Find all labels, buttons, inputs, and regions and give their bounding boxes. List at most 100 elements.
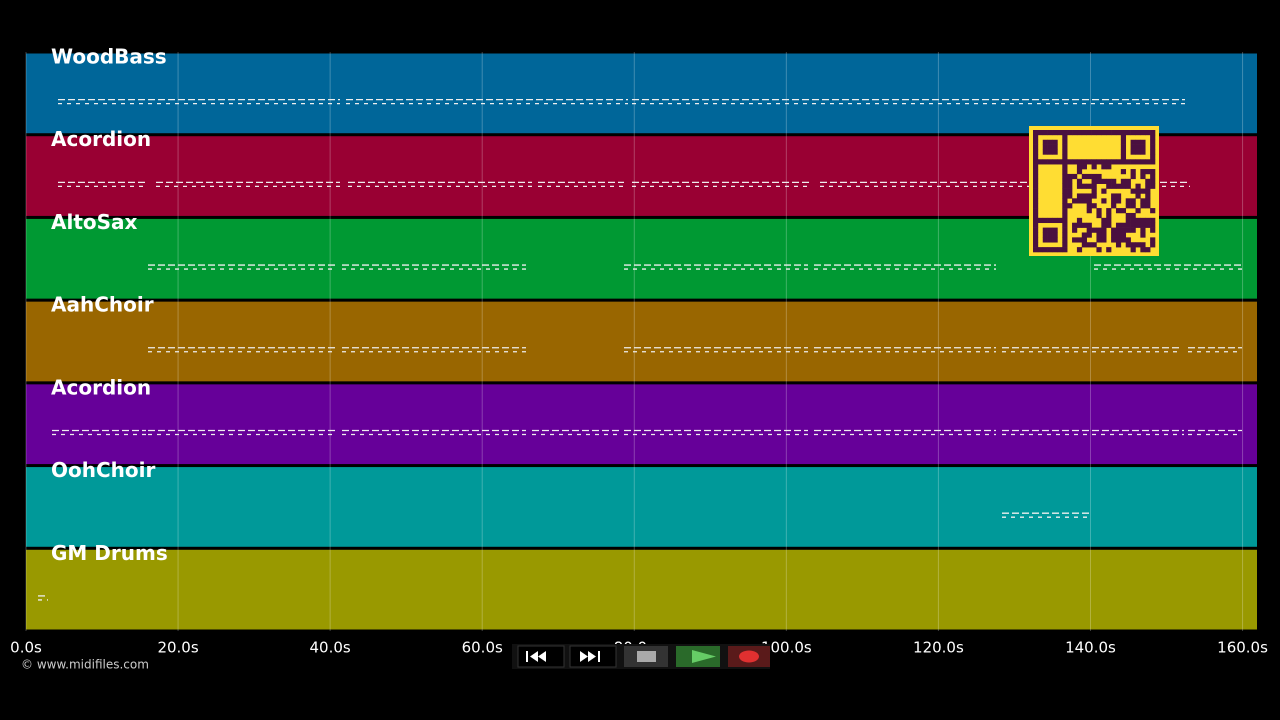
qr-cell (1096, 232, 1102, 238)
qr-cell (1091, 173, 1097, 180)
qr-cell (1052, 237, 1058, 243)
qr-cell (1052, 144, 1058, 150)
rewind-button[interactable] (517, 645, 565, 668)
x-tick-label: 140.0s (1065, 639, 1116, 657)
x-tick-label: 100.0s (761, 639, 812, 657)
qr-cell (1150, 173, 1156, 180)
qr-cell (1042, 130, 1048, 136)
qr-cell (1140, 227, 1146, 233)
stop-button[interactable] (624, 646, 668, 667)
qr-cell (1145, 130, 1151, 136)
qr-cell (1037, 130, 1044, 136)
qr-cell (1052, 247, 1058, 253)
qr-cell (1111, 193, 1117, 199)
qr-cell (1130, 149, 1136, 155)
qr-cell (1125, 198, 1131, 204)
x-tick-label: 160.0s (1217, 639, 1268, 657)
qr-cell (1086, 159, 1092, 165)
qr-cell (1115, 222, 1122, 228)
qr-cell (1072, 198, 1078, 204)
qr-cell (1067, 178, 1073, 184)
qr-cell (1096, 178, 1102, 184)
qr-cell (1062, 242, 1068, 248)
qr-cell (1091, 227, 1097, 233)
qr-cell (1120, 149, 1127, 155)
qr-cell (1062, 178, 1068, 184)
qr-cell (1115, 227, 1122, 233)
qr-cell (1106, 217, 1112, 224)
forward-button[interactable] (569, 645, 617, 668)
qr-cell (1062, 232, 1068, 238)
qr-cell (1140, 169, 1146, 175)
qr-code (1029, 126, 1159, 256)
x-tick-label: 20.0s (157, 639, 198, 657)
qr-cell (1125, 227, 1131, 233)
qr-cell (1096, 237, 1102, 243)
qr-cell (1062, 169, 1068, 175)
qr-cell (1081, 242, 1087, 248)
qr-cell (1067, 130, 1073, 136)
qr-cell (1150, 183, 1156, 189)
record-button[interactable] (728, 646, 770, 667)
qr-cell (1067, 193, 1073, 199)
qr-cell (1140, 198, 1146, 204)
qr-cell (1033, 188, 1039, 194)
qr-cell (1057, 217, 1063, 224)
qr-cell (1081, 164, 1087, 170)
qr-cell (1062, 159, 1068, 165)
qr-cell (1115, 198, 1122, 204)
qr-cell (1150, 149, 1156, 155)
qr-cell (1140, 173, 1146, 180)
qr-cell (1145, 247, 1151, 253)
transport-controls (512, 644, 770, 669)
qr-cell (1072, 227, 1078, 233)
qr-cell (1033, 242, 1039, 248)
qr-cell (1086, 198, 1092, 204)
qr-cell (1130, 242, 1136, 248)
qr-cell (1096, 247, 1102, 253)
qr-cell (1135, 159, 1141, 165)
qr-cell (1135, 183, 1141, 189)
qr-cell (1106, 247, 1112, 253)
qr-cell (1106, 164, 1112, 170)
track-name: Acordion (51, 375, 151, 399)
qr-cell (1067, 188, 1073, 194)
qr-cell (1076, 130, 1083, 136)
track-name: AahChoir (51, 293, 154, 317)
qr-cell (1130, 222, 1136, 228)
qr-cell (1150, 222, 1156, 228)
qr-cell (1086, 193, 1092, 199)
qr-cell (1130, 247, 1136, 253)
qr-cell (1033, 178, 1039, 184)
qr-cell (1096, 159, 1102, 165)
play-button[interactable] (676, 646, 720, 667)
qr-cell (1047, 139, 1053, 145)
qr-cell (1101, 222, 1107, 228)
qr-cell (1140, 247, 1146, 253)
qr-cell (1120, 183, 1127, 189)
qr-cell (1062, 227, 1068, 233)
qr-cell (1150, 178, 1156, 184)
qr-cell (1052, 227, 1058, 233)
qr-cell (1072, 173, 1078, 180)
qr-cell (1115, 193, 1122, 199)
qr-cell (1150, 154, 1156, 160)
qr-cell (1135, 242, 1141, 248)
qr-cell (1047, 232, 1053, 238)
qr-cell (1145, 178, 1151, 184)
qr-cell (1042, 144, 1048, 150)
qr-cell (1101, 232, 1107, 238)
qr-cell (1033, 154, 1039, 160)
qr-cell (1081, 159, 1087, 165)
qr-cell (1081, 183, 1087, 189)
qr-cell (1052, 159, 1058, 165)
qr-cell (1135, 130, 1141, 136)
qr-cell (1076, 178, 1083, 184)
qr-cell (1111, 203, 1117, 209)
qr-cell (1047, 237, 1053, 243)
qr-cell (1150, 237, 1156, 243)
qr-cell (1125, 237, 1131, 243)
qr-cell (1125, 217, 1131, 224)
qr-cell (1140, 149, 1146, 155)
qr-cell (1081, 173, 1087, 180)
